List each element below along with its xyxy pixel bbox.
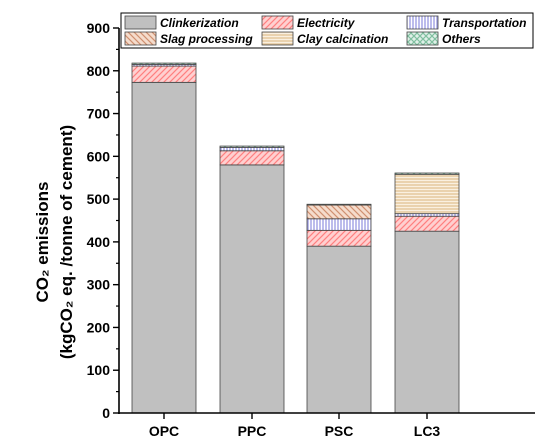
legend-label-clinkerization: Clinkerization: [160, 16, 239, 30]
bar-segment-lc3-clinkerization: [394, 230, 460, 414]
legend-swatch-clay-calcination: [261, 31, 294, 46]
legend-item-transportation: Transportation: [406, 15, 526, 30]
legend-item-clinkerization: Clinkerization: [124, 15, 239, 30]
legend-box: [120, 12, 534, 49]
x-tick-label-opc: OPC: [149, 423, 179, 439]
bar-segment-lc3-others: [394, 172, 460, 175]
y-tick-label: 100: [87, 362, 111, 378]
legend-swatch-transportation: [406, 15, 439, 30]
y-tick-label: 500: [87, 191, 111, 207]
x-tick-label-lc3: LC3: [414, 423, 441, 439]
y-tick-label: 700: [87, 106, 111, 122]
bar-segment-lc3-clay-calcination: [394, 173, 460, 215]
legend-label-slag-processing: Slag processing: [160, 32, 253, 46]
y-axis-label: CO₂ emissions (kgCO₂ eq. /tonne of cemen…: [33, 125, 76, 359]
y-tick-label: 300: [87, 277, 111, 293]
y-tick-label: 900: [87, 20, 111, 36]
y-tick-label: 200: [87, 319, 111, 335]
bar-segment-opc-clinkerization: [131, 81, 197, 414]
legend-label-transportation: Transportation: [442, 16, 526, 30]
legend-item-electricity: Electricity: [261, 15, 356, 30]
bar-segment-opc-electricity: [131, 65, 197, 83]
axes-layer: 0 100 200 300 400 500 600 700 800 900 OPC PPC PSC LC3: [87, 20, 535, 439]
bars-layer: [131, 62, 460, 414]
legend-label-electricity: Electricity: [297, 16, 356, 30]
y-axis-label-line1: CO₂ emissions: [33, 182, 52, 303]
y-tick-label: 400: [87, 234, 111, 250]
bar-segment-ppc-transportation: [219, 146, 285, 152]
bar-segment-psc-slag-processing: [306, 204, 372, 220]
legend-label-others: Others: [442, 32, 481, 46]
bar-segment-psc-clinkerization: [306, 245, 372, 414]
bar-segment-opc-others: [131, 62, 197, 65]
legend-item-others: Others: [406, 31, 481, 46]
bar-segment-psc-others: [306, 203, 372, 206]
legend-swatch-others: [406, 31, 439, 46]
x-tick-label-psc: PSC: [325, 423, 354, 439]
y-tick-label: 600: [87, 148, 111, 164]
bar-segment-ppc-others: [219, 145, 285, 148]
legend-label-clay-calcination: Clay calcination: [297, 32, 388, 46]
legend-swatch-slag-processing: [124, 31, 157, 46]
bar-segment-psc-electricity: [306, 229, 372, 247]
y-tick-label: 0: [102, 405, 110, 421]
bar-segment-lc3-electricity: [394, 215, 460, 232]
x-tick-label-ppc: PPC: [238, 423, 267, 439]
bar-segment-psc-transportation: [306, 218, 372, 231]
legend-item-slag-processing: Slag processing: [124, 31, 253, 46]
y-tick-label: 800: [87, 63, 111, 79]
legend: Clinkerization Electricity Transportation S…: [120, 12, 534, 49]
legend-swatch-electricity: [261, 15, 294, 30]
legend-swatch-clinkerization: [124, 15, 157, 30]
legend-item-clay-calcination: Clay calcination: [261, 31, 388, 46]
y-axis-label-line2: (kgCO₂ eq. /tonne of cement): [57, 125, 76, 359]
bar-segment-ppc-electricity: [219, 150, 285, 166]
bar-segment-ppc-clinkerization: [219, 164, 285, 414]
